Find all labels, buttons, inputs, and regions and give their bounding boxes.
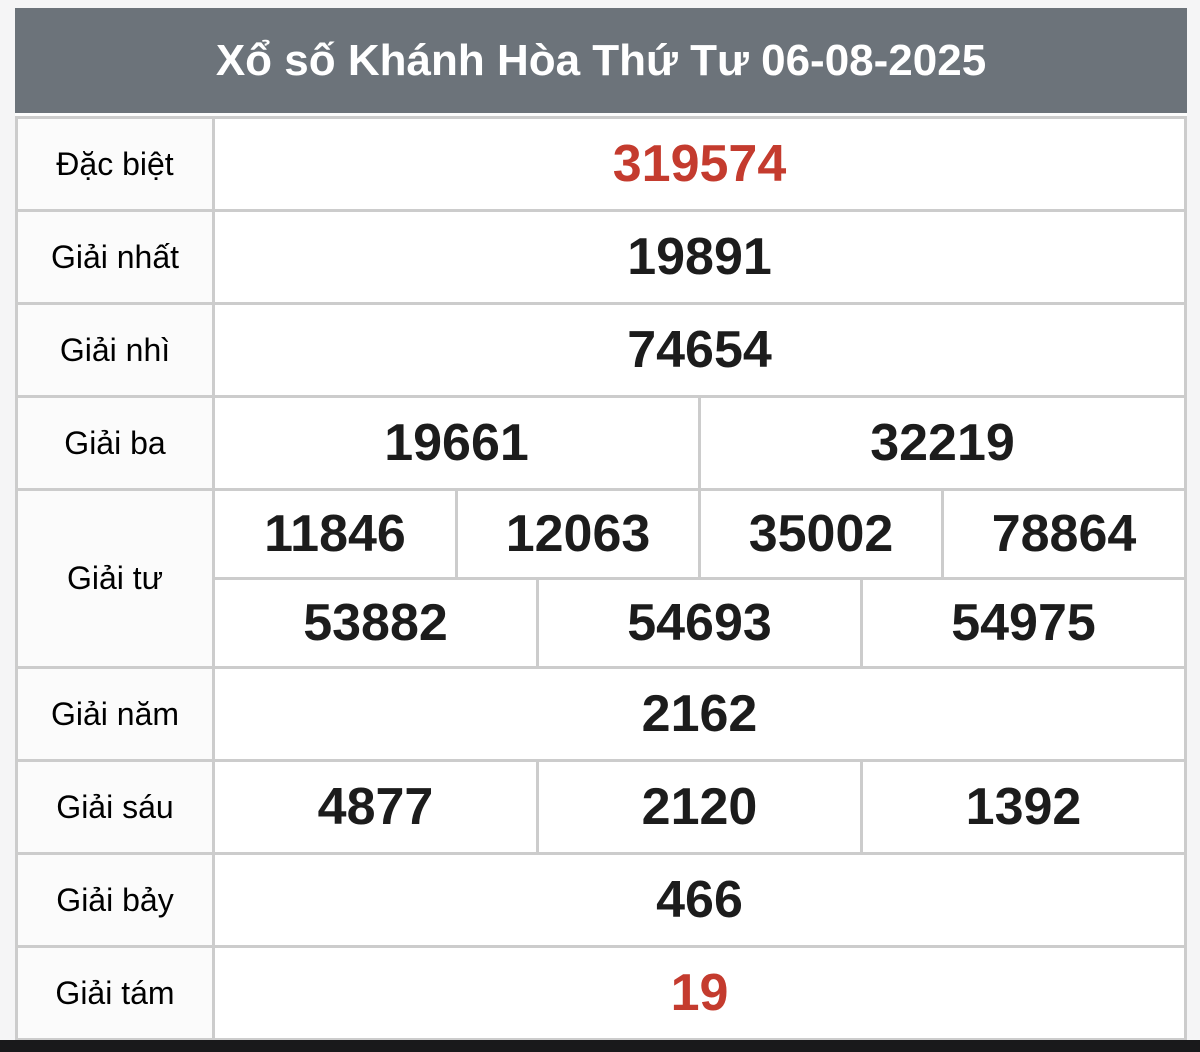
- prize-number: 4877: [212, 759, 539, 855]
- prize-number: 32219: [698, 395, 1187, 491]
- prize-number: 53882: [212, 577, 539, 669]
- prize-label: Giải sáu: [15, 759, 215, 855]
- prize-number: 11846: [212, 488, 458, 580]
- prize-number: 19661: [212, 395, 701, 491]
- prize-number: 466: [212, 852, 1187, 948]
- prize-number: 54975: [860, 577, 1187, 669]
- prize-number: 12063: [455, 488, 701, 580]
- table-row: Giải tám 19: [15, 945, 1187, 1041]
- prize-number: 319574: [212, 116, 1187, 212]
- table-row: Đặc biệt 319574: [15, 116, 1187, 212]
- prize-label: Giải tám: [15, 945, 215, 1041]
- table-row: Giải tư 11846 12063 35002 78864: [15, 488, 1187, 669]
- prize-number: 2162: [212, 666, 1187, 762]
- prize-label: Đặc biệt: [15, 116, 215, 212]
- prize-label: Giải năm: [15, 666, 215, 762]
- prize-number: 1392: [860, 759, 1187, 855]
- prize-label: Giải ba: [15, 395, 215, 491]
- table-row: Giải nhì 74654: [15, 302, 1187, 398]
- prize-number: 2120: [536, 759, 863, 855]
- bottom-bar: [0, 1040, 1200, 1052]
- prize-label: Giải nhất: [15, 209, 215, 305]
- prize-number: 54693: [536, 577, 863, 669]
- prize-label: Giải bảy: [15, 852, 215, 948]
- lottery-results-card: Xổ số Khánh Hòa Thứ Tư 06-08-2025 Đặc bi…: [15, 8, 1187, 1041]
- table-row: Giải năm 2162: [15, 666, 1187, 762]
- table-row: Giải ba 19661 32219: [15, 395, 1187, 491]
- results-table-body: Đặc biệt 319574 Giải nhất 19891 Giải nhì 7465…: [15, 116, 1187, 1041]
- table-row: Giải bảy 466: [15, 852, 1187, 948]
- prize-number: 19: [212, 945, 1187, 1041]
- prize-number: 74654: [212, 302, 1187, 398]
- prize-number: 19891: [212, 209, 1187, 305]
- table-row: Giải nhất 19891: [15, 209, 1187, 305]
- table-row: 53882 54693 54975: [17, 577, 1187, 669]
- lottery-title: Xổ số Khánh Hòa Thứ Tư 06-08-2025: [215, 35, 987, 85]
- lottery-title-bar: Xổ số Khánh Hòa Thứ Tư 06-08-2025: [15, 8, 1187, 116]
- prize-number: 35002: [698, 488, 944, 580]
- results-table: Đặc biệt 319574 Giải nhất 19891 Giải nhì 7465…: [15, 116, 1187, 1041]
- prize-number: 78864: [941, 488, 1187, 580]
- prize-label: Giải nhì: [15, 302, 215, 398]
- prize-label: Giải tư: [15, 488, 215, 669]
- table-row: Giải sáu 4877 2120 1392: [15, 759, 1187, 855]
